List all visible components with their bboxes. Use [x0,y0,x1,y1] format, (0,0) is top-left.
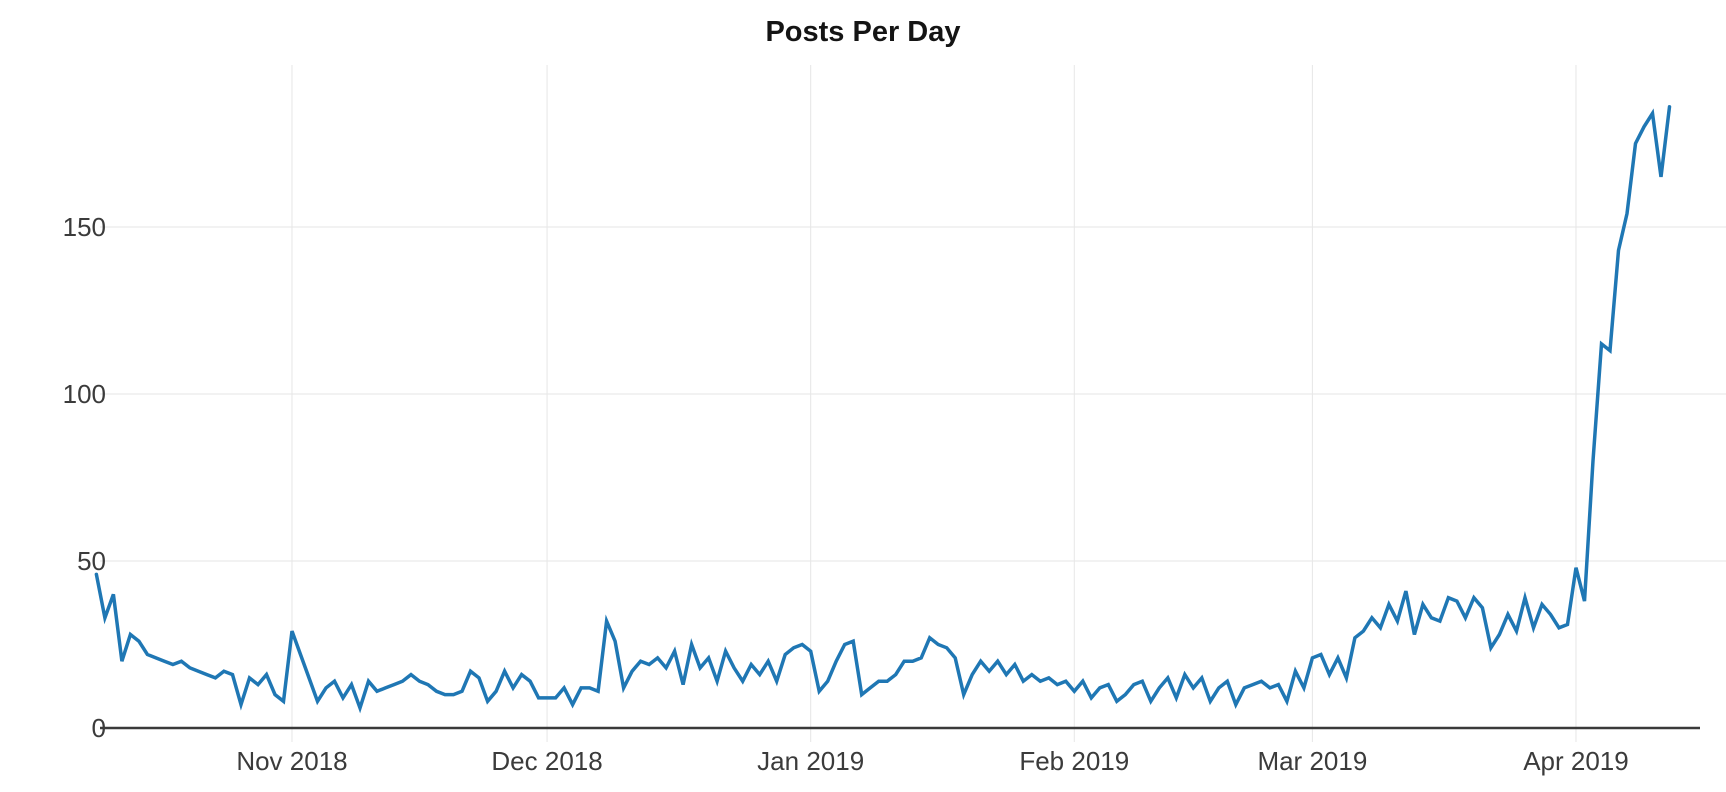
x-tick-label-nov-2018: Nov 2018 [236,746,347,776]
x-tick-label-mar-2019: Mar 2019 [1257,746,1367,776]
chart-title: Posts Per Day [765,16,961,48]
x-tick-label-feb-2019: Feb 2019 [1019,746,1129,776]
posts-per-day-line [94,105,1672,714]
x-tick-label-dec-2018: Dec 2018 [491,746,602,776]
y-tick-label-100: 100 [63,379,106,409]
x-tick-label-apr-2019: Apr 2019 [1523,746,1629,776]
y-tick-label-50: 50 [77,546,106,576]
y-tick-label-150: 150 [63,212,106,242]
y-tick-label-0: 0 [92,713,106,743]
x-tick-label-jan-2019: Jan 2019 [757,746,864,776]
